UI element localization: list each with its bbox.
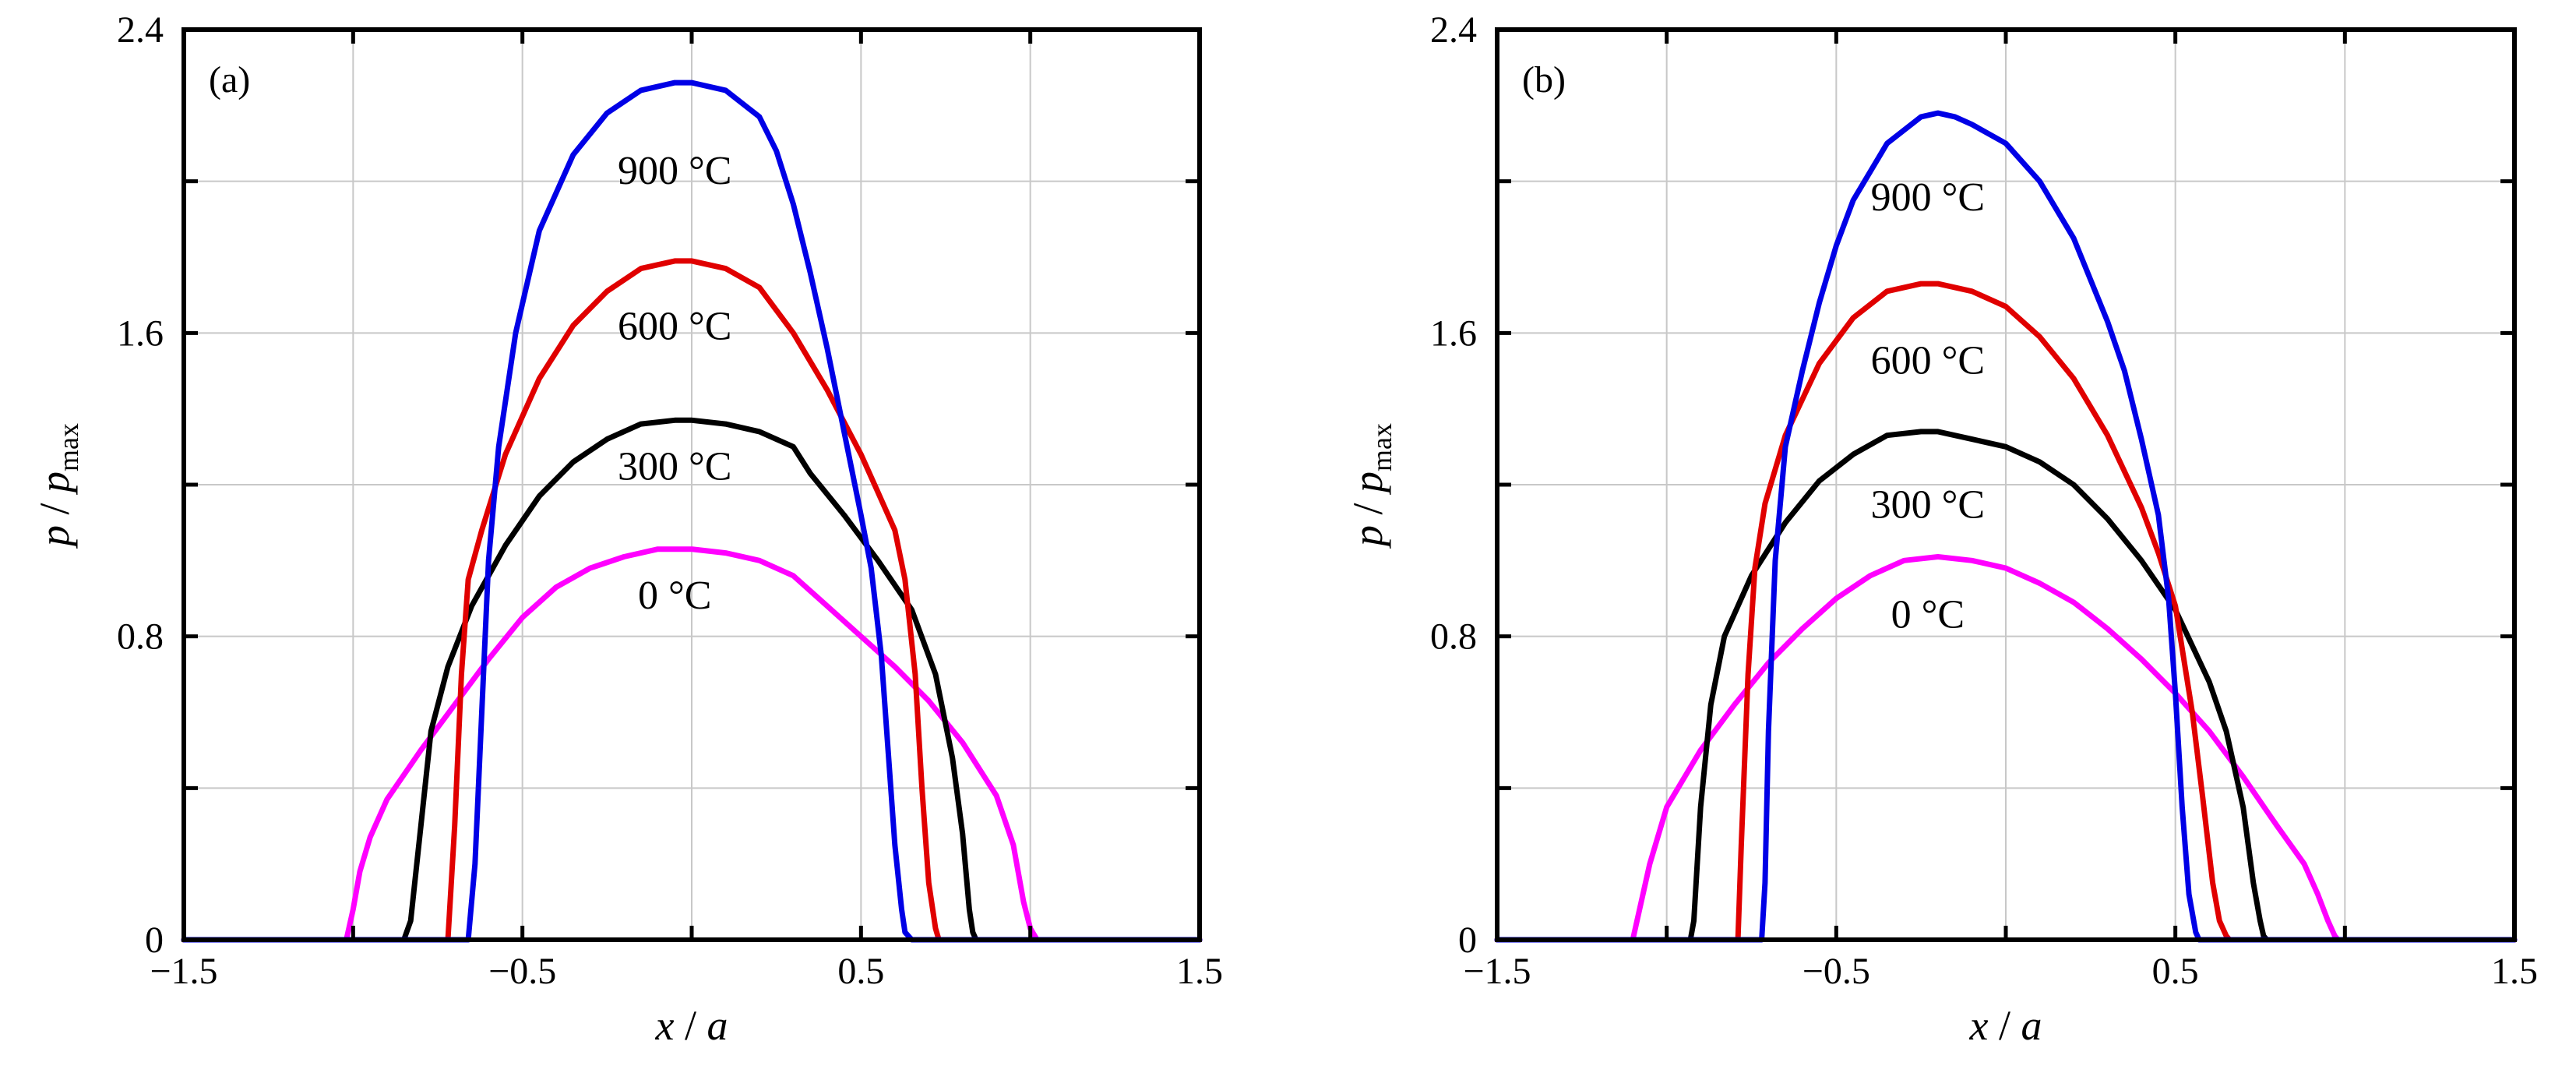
panel-label: (a)	[209, 59, 250, 101]
series-line-3	[181, 79, 1203, 943]
y-tick-label: 1.6	[1430, 312, 1477, 354]
y-axis-title-sep: /	[1344, 492, 1391, 525]
axis-ticks	[1497, 30, 2514, 940]
panel-label: (b)	[1522, 59, 1566, 101]
series-line-3	[1494, 110, 2518, 943]
series-label-2: 600 °C	[1871, 338, 1985, 383]
series-line-0	[181, 546, 1203, 943]
y-tick-label: 0	[1458, 920, 1477, 961]
series-label-1: 300 °C	[618, 445, 731, 489]
x-axis-title-sep: /	[674, 1002, 707, 1049]
y-axis-title-sub: max	[1366, 423, 1397, 471]
x-axis-title: x / a	[655, 1002, 728, 1049]
y-tick-label: 0.8	[117, 616, 164, 658]
x-tick-label: −0.5	[1802, 951, 1870, 992]
chart-panel-a: −1.5 −0.5 0.5 1.5 0 0.8 1.6 2.4 (a) 0 °C 300 °C 600…	[31, 9, 1223, 1049]
series-label-3: 900 °C	[618, 149, 731, 193]
x-axis-title-var: a	[707, 1002, 728, 1049]
series-label-1: 300 °C	[1871, 482, 1985, 527]
x-axis-title-var: a	[2021, 1002, 2042, 1049]
x-axis-title-sep: /	[1988, 1002, 2021, 1049]
y-axis-title-var: p	[31, 471, 78, 496]
series-line-2	[181, 258, 1203, 943]
x-tick-label: 0.5	[2152, 951, 2199, 992]
y-tick-label: 2.4	[1430, 9, 1477, 51]
y-axis-title-main: p	[31, 525, 78, 549]
grid	[184, 30, 1200, 940]
series-label-0: 0 °C	[1891, 592, 1965, 637]
x-tick-label: −0.5	[488, 951, 556, 992]
y-axis-title: p / pmax	[1344, 423, 1397, 549]
x-axis-title: x / a	[1969, 1002, 2042, 1049]
y-axis-title: p / pmax	[31, 423, 84, 549]
x-tick-label: 1.5	[1176, 951, 1223, 992]
y-axis-title-sep: /	[31, 492, 78, 525]
y-tick-label: 2.4	[117, 9, 164, 51]
x-tick-label: 0.5	[837, 951, 884, 992]
series-label-3: 900 °C	[1871, 175, 1985, 220]
y-axis-title-var: p	[1344, 471, 1391, 496]
series-line-2	[1494, 281, 2518, 943]
grid	[1497, 30, 2514, 940]
y-tick-label: 1.6	[117, 312, 164, 354]
y-tick-label: 0	[145, 920, 164, 961]
y-axis-title-sub: max	[53, 423, 84, 471]
series-line-1	[181, 417, 1203, 943]
x-axis-title-main: x	[1969, 1002, 1989, 1049]
axis-ticks	[184, 30, 1200, 940]
x-tick-label: −1.5	[150, 951, 217, 992]
x-tick-label: −1.5	[1463, 951, 1531, 992]
y-axis-title-main: p	[1344, 525, 1391, 549]
series-group	[181, 79, 1203, 943]
x-tick-label: 1.5	[2491, 951, 2538, 992]
series-line-0	[1494, 554, 2518, 943]
x-axis-title-main: x	[655, 1002, 675, 1049]
series-label-2: 600 °C	[618, 305, 731, 349]
series-line-1	[1494, 429, 2518, 943]
series-group	[1494, 110, 2518, 943]
series-label-0: 0 °C	[638, 574, 711, 618]
chart-panel-b: −1.5 −0.5 0.5 1.5 0 0.8 1.6 2.4 (b) 0 °C 300 °C 600…	[1344, 9, 2538, 1049]
y-tick-label: 0.8	[1430, 616, 1477, 658]
